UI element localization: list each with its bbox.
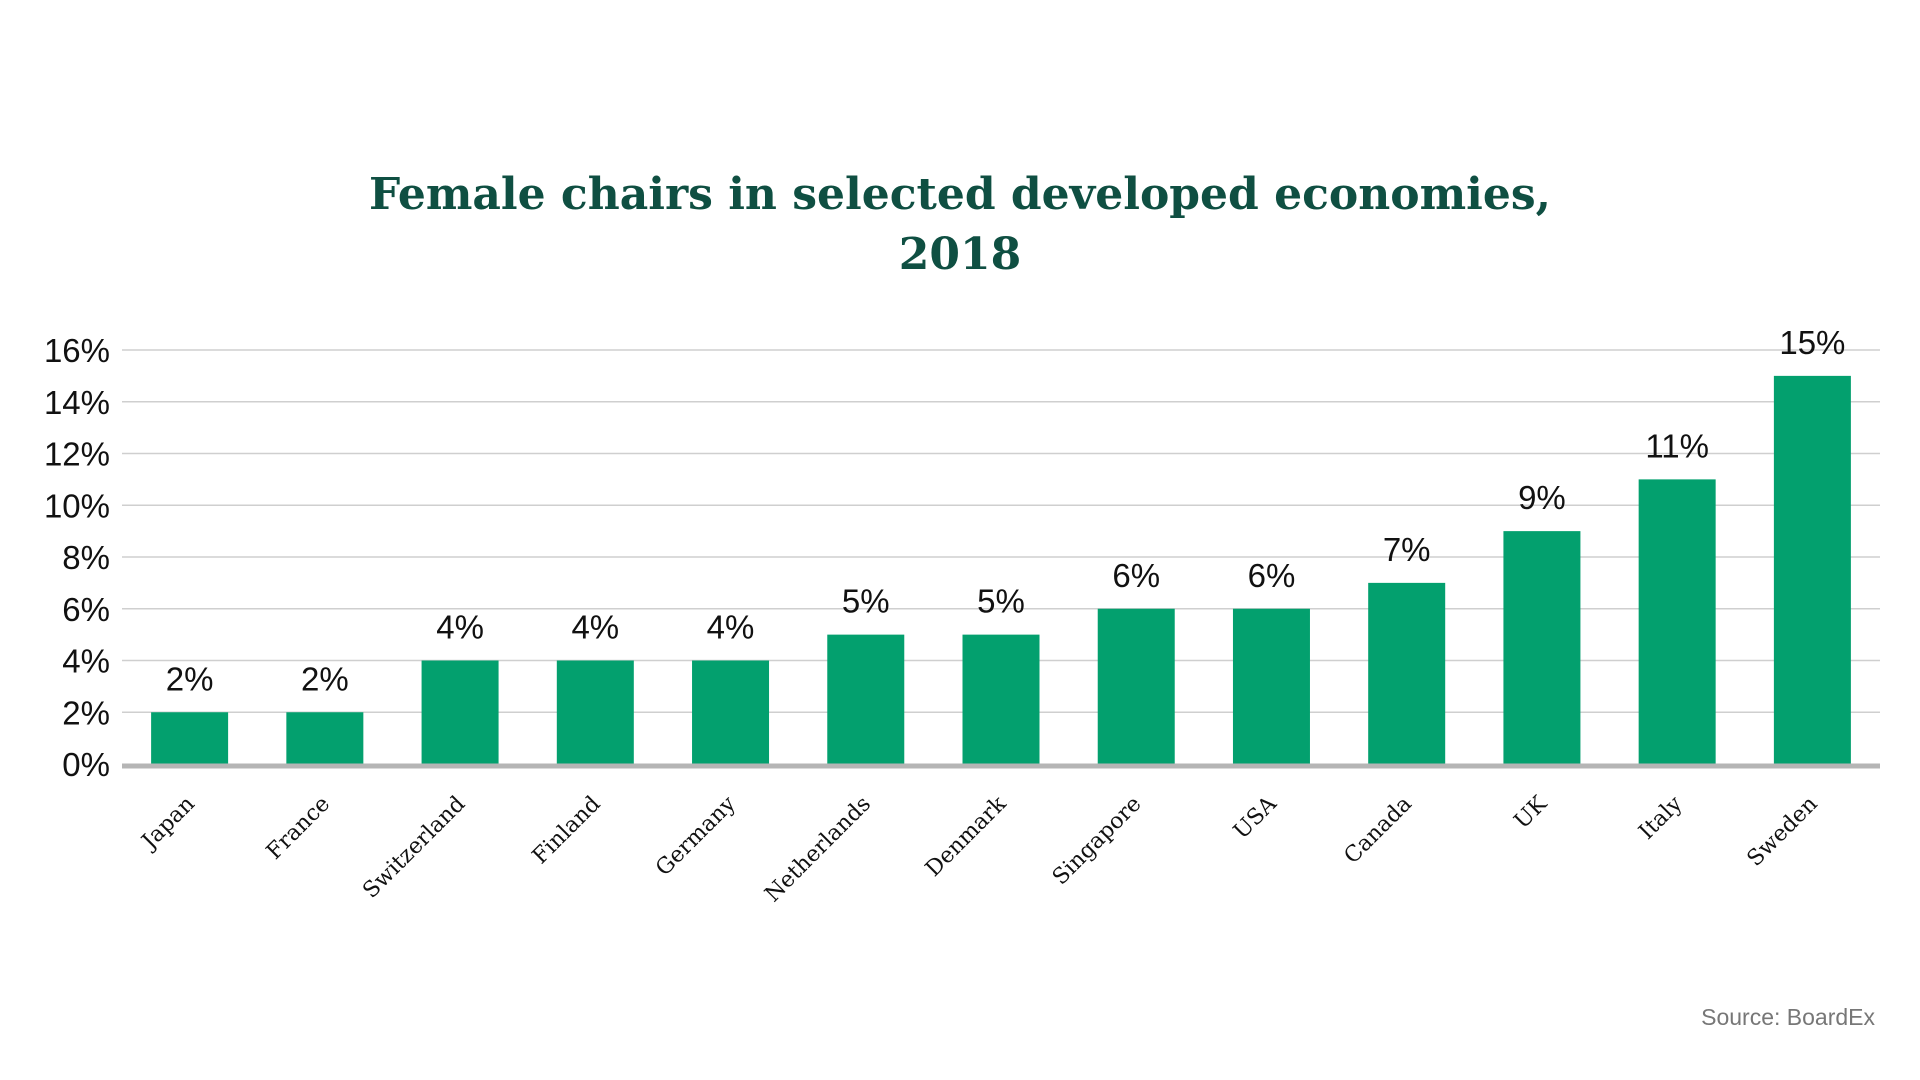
x-tick-label: USA <box>1229 791 1282 844</box>
bar <box>421 660 499 764</box>
data-label: 15% <box>1779 324 1845 361</box>
chart-title-line-2: 2018 <box>898 229 1022 280</box>
bar <box>556 660 634 764</box>
y-tick-label: 16% <box>44 332 110 369</box>
data-label: 2% <box>166 660 214 697</box>
data-label: 9% <box>1518 479 1566 516</box>
bar <box>1097 608 1175 764</box>
x-tick-label: Italy <box>1634 791 1688 845</box>
x-tick-label: UK <box>1510 791 1553 834</box>
x-tick-label: Japan <box>136 792 200 856</box>
y-tick-label: 2% <box>62 694 110 731</box>
x-axis-tick-labels: Japan France Switzerland Finland Germany Neth… <box>136 791 1823 907</box>
y-axis-tick-labels: 0% 2% 4% 6% 8% 10% 12% 14% 16% <box>44 332 110 783</box>
bar <box>1368 582 1446 764</box>
data-label: 2% <box>301 660 349 697</box>
y-tick-label: 14% <box>44 384 110 421</box>
bar <box>1232 608 1310 764</box>
gridlines <box>122 349 1880 713</box>
chart-title-line-1: Female chairs in selected developed econ… <box>369 169 1551 220</box>
y-tick-label: 10% <box>44 487 110 524</box>
x-tick-label: Canada <box>1340 792 1417 869</box>
bar <box>286 712 364 764</box>
data-label: 5% <box>977 583 1025 620</box>
bar <box>827 634 905 764</box>
x-tick-label: Singapore <box>1048 792 1147 891</box>
data-label: 7% <box>1383 531 1431 568</box>
data-label: 11% <box>1645 427 1709 464</box>
x-tick-label: Sweden <box>1743 792 1823 872</box>
y-tick-label: 6% <box>62 591 110 628</box>
bar <box>1503 531 1581 764</box>
source-note: Source: BoardEx <box>1701 1004 1875 1030</box>
data-labels: 2% 2% 4% 4% 4% 5% 5% 6% 6% 7% 9% 11% 15% <box>166 324 1846 697</box>
x-tick-label: Switzerland <box>358 792 470 904</box>
y-tick-label: 12% <box>44 436 110 473</box>
x-tick-label: Finland <box>528 792 606 870</box>
bar <box>151 712 229 764</box>
y-tick-label: 8% <box>62 539 110 576</box>
x-tick-label: Netherlands <box>760 792 876 908</box>
bars <box>151 375 1851 764</box>
bar <box>1638 479 1716 764</box>
x-tick-label: France <box>262 792 335 865</box>
x-tick-label: Denmark <box>921 791 1012 882</box>
x-tick-label: Germany <box>651 791 741 881</box>
data-label: 4% <box>707 609 755 646</box>
y-tick-label: 4% <box>62 643 110 680</box>
data-label: 6% <box>1248 557 1296 594</box>
chart-title: Female chairs in selected developed econ… <box>0 165 1920 285</box>
data-label: 5% <box>842 583 890 620</box>
data-label: 4% <box>436 609 484 646</box>
bar <box>962 634 1040 764</box>
y-tick-label: 0% <box>62 746 110 783</box>
data-label: 4% <box>571 609 619 646</box>
bar <box>1773 375 1851 764</box>
data-label: 6% <box>1112 557 1160 594</box>
bar <box>692 660 770 764</box>
